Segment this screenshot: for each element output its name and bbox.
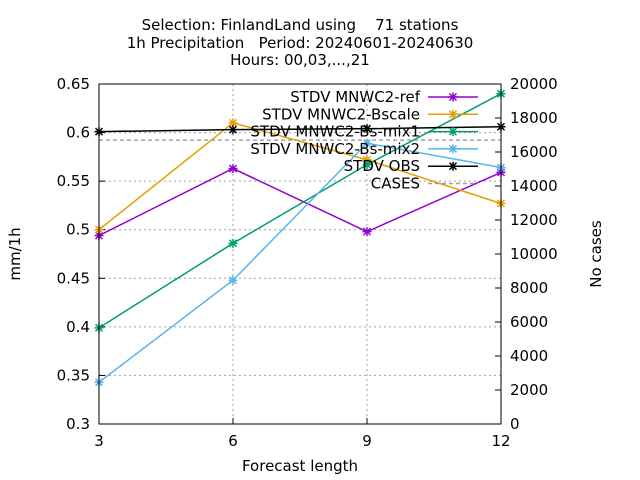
legend-label: STDV MNWC2-Bscale: [262, 105, 420, 123]
legend-marker: [448, 144, 458, 154]
y2-tick-label: 0: [510, 415, 520, 433]
y-tick-label: 0.55: [57, 172, 90, 190]
x-tick-label: 3: [94, 432, 104, 450]
y2-tick-label: 16000: [510, 143, 558, 161]
data-point: [362, 138, 372, 148]
series-line-0: [98, 167, 502, 237]
legend-marker: [448, 109, 458, 119]
plot-frame: [98, 83, 502, 425]
legend-label: CASES: [371, 175, 420, 193]
data-point: [228, 118, 238, 128]
x-axis-label: Forecast length: [242, 457, 358, 475]
legend-label: STDV MNWC2-ref: [290, 88, 420, 106]
data-point: [362, 160, 372, 170]
data-point: [228, 164, 238, 174]
x-tick-label: 12: [491, 432, 510, 450]
legend-marker: [448, 92, 458, 102]
y2-tick-label: 18000: [510, 109, 558, 127]
legend-label: STDV OBS: [344, 157, 420, 175]
y-tick-label: 0.45: [57, 269, 90, 287]
y-tick-label: 0.3: [66, 415, 90, 433]
series-line-1: [98, 122, 502, 231]
data-point: [228, 238, 238, 248]
x-tick-label: 9: [362, 432, 372, 450]
y2-tick-label: 4000: [510, 347, 548, 365]
chart-subtitle: 1h Precipitation Period: 20240601-202406…: [127, 34, 474, 52]
y2-tick-label: 2000: [510, 381, 548, 399]
data-point: [362, 124, 372, 134]
legend-label: STDV MNWC2-Bs-mix1: [250, 123, 420, 141]
y2-tick-label: 14000: [510, 177, 558, 195]
data-point: [362, 155, 372, 165]
y-tick-label: 0.5: [66, 221, 90, 239]
y-tick-label: 0.35: [57, 366, 90, 384]
y-tick-label: 0.6: [66, 124, 90, 142]
y2-tick-label: 20000: [510, 75, 558, 93]
data-point: [362, 227, 372, 237]
chart-title: Selection: FinlandLand using 71 stations: [142, 16, 459, 34]
series-lines: [94, 89, 506, 387]
axis-ticks: 0.3 0.35 0.4 0.45 0.5 0.55 0.6 0.65 0 2000 4000 600…: [57, 75, 558, 450]
series-line-3: [98, 142, 502, 383]
chart-subtitle-hours: Hours: 00,03,...,21: [230, 51, 370, 69]
x-tick-label: 6: [228, 432, 238, 450]
y2-tick-label: 12000: [510, 211, 558, 229]
y2-tick-label: 8000: [510, 279, 548, 297]
series-line-4: [98, 125, 502, 133]
y-axis-label: mm/1h: [6, 227, 24, 280]
y-tick-label: 0.4: [66, 318, 90, 336]
y-tick-label: 0.65: [57, 75, 90, 93]
data-point: [228, 275, 238, 285]
y2-tick-label: 10000: [510, 245, 558, 263]
legend-label: STDV MNWC2-Bs-mix2: [250, 140, 420, 158]
legend-marker: [448, 127, 458, 137]
y2-tick-label: 6000: [510, 313, 548, 331]
series-line-2: [98, 93, 502, 329]
y2-axis-label: No cases: [587, 220, 605, 288]
data-point: [228, 125, 238, 135]
legend-marker: [448, 161, 458, 171]
